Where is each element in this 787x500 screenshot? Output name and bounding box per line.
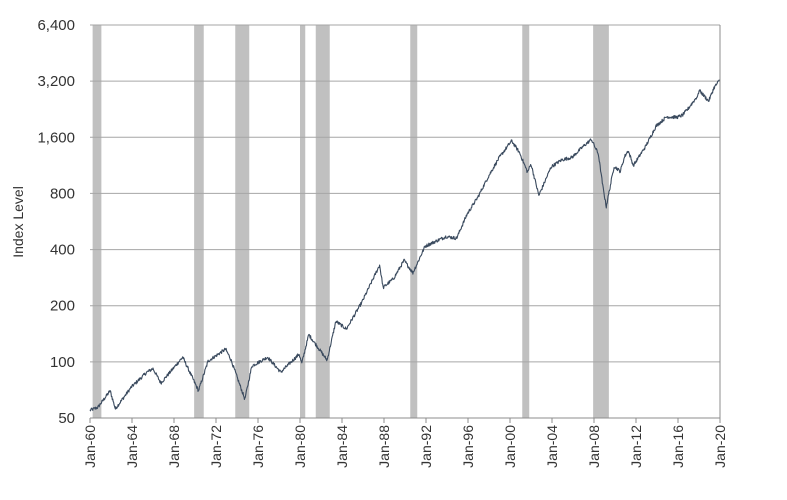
y-axis-title: Index Level	[10, 186, 26, 258]
recession-band	[235, 25, 250, 418]
recession-band	[315, 25, 330, 418]
x-tick-label: Jan-68	[166, 425, 182, 468]
x-tick-label: Jan-04	[544, 425, 560, 468]
x-tick-label: Jan-96	[460, 425, 476, 468]
y-tick-label: 6,400	[37, 17, 75, 34]
x-tick-label: Jan-16	[670, 425, 686, 468]
axes	[89, 25, 721, 423]
x-tick-label: Jan-12	[628, 425, 644, 468]
x-tick-label: Jan-00	[502, 425, 518, 468]
recession-band	[92, 25, 102, 418]
x-tick-label: Jan-20	[712, 425, 728, 468]
y-tick-label: 1,600	[37, 129, 75, 146]
recession-band	[300, 25, 306, 418]
series-line	[89, 79, 721, 412]
y-tick-labels: 50 100 200 400 800 1,600 3,200 6,400	[37, 17, 75, 427]
x-tick-label: Jan-60	[82, 425, 98, 468]
x-tick-labels: Jan-60 Jan-64 Jan-68 Jan-72 Jan-76 Jan-80 Jan-…	[82, 425, 728, 468]
y-tick-label: 400	[50, 242, 75, 259]
y-tick-label: 100	[50, 354, 75, 371]
y-tick-label: 200	[50, 298, 75, 315]
recession-band	[593, 25, 609, 418]
recession-band	[522, 25, 530, 418]
y-tick-label: 800	[50, 185, 75, 202]
recession-band	[410, 25, 418, 418]
recession-bands	[92, 25, 609, 418]
series-layer	[89, 79, 721, 412]
x-tick-label: Jan-64	[124, 425, 140, 468]
x-tick-label: Jan-76	[250, 425, 266, 468]
x-tick-label: Jan-92	[418, 425, 434, 468]
x-tick-label: Jan-80	[292, 425, 308, 468]
recession-band	[194, 25, 204, 418]
x-tick-label: Jan-88	[376, 425, 392, 468]
x-tick-label: Jan-84	[334, 425, 350, 468]
y-tick-label: 50	[58, 410, 75, 427]
x-tick-label: Jan-08	[586, 425, 602, 468]
y-tick-label: 3,200	[37, 73, 75, 90]
gridlines	[90, 24, 720, 363]
x-tick-label: Jan-72	[208, 425, 224, 468]
